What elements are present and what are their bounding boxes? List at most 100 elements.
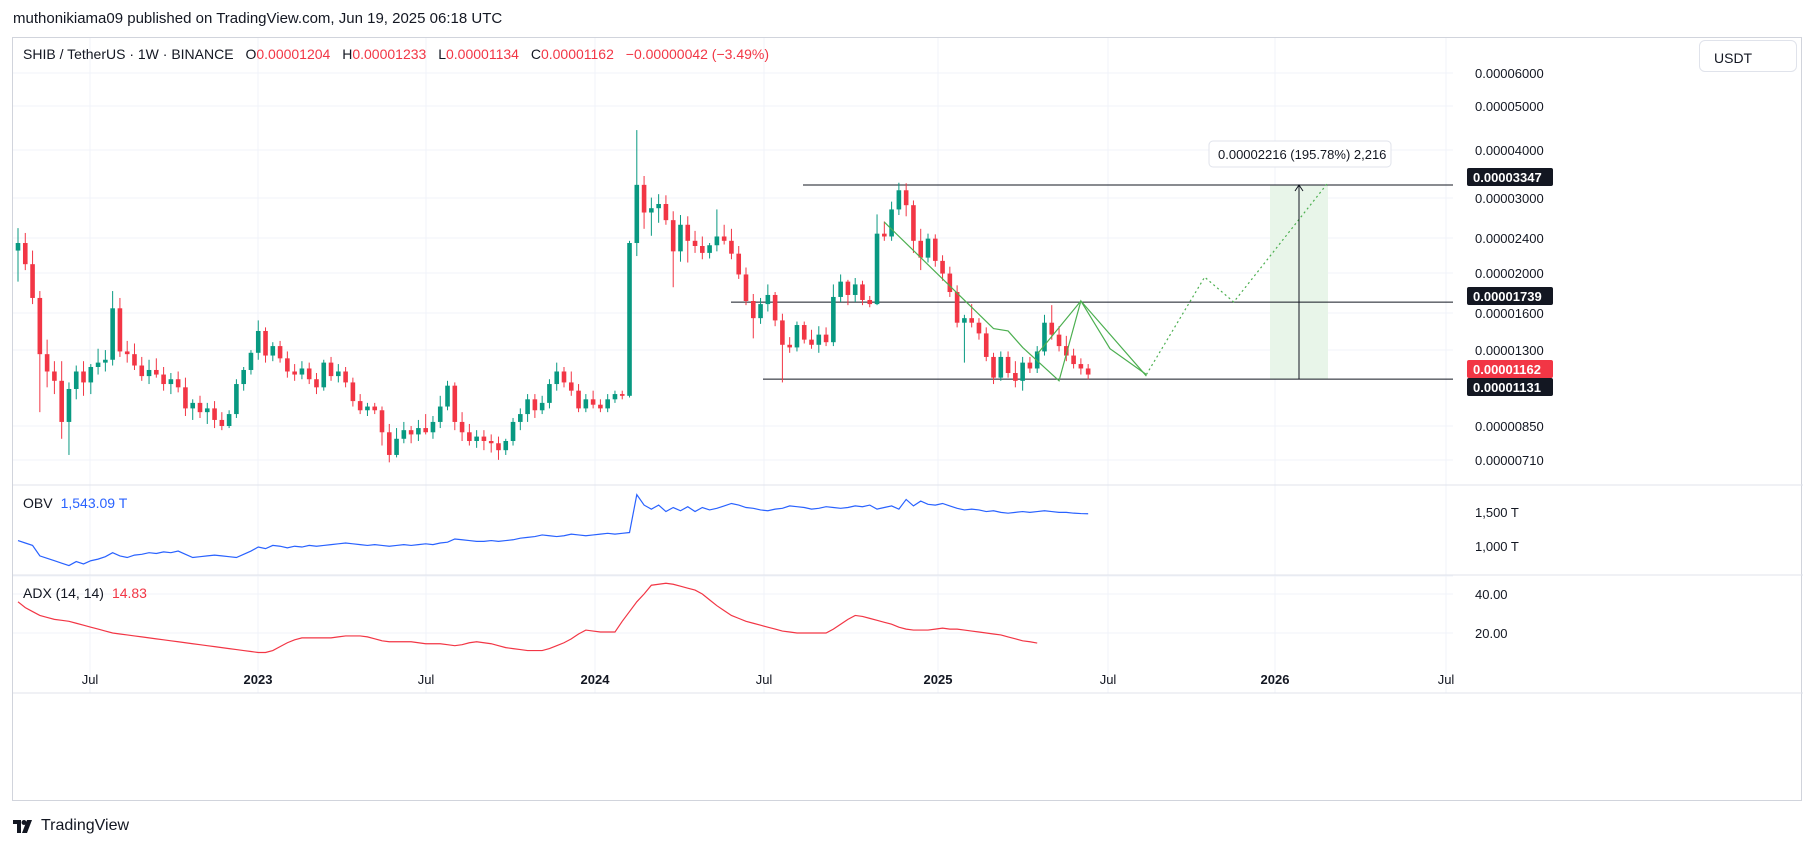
candle-body [736, 253, 742, 275]
candle-body [612, 394, 618, 400]
price-label: 0.00001162 [1473, 362, 1541, 377]
adx-layer [17, 582, 1038, 654]
candle-body [860, 284, 865, 300]
candle-body [379, 410, 385, 433]
candle-body [408, 430, 414, 435]
adx-value: 14.83 [111, 585, 147, 601]
chart-svg[interactable]: 0.00002216 (195.78%) 2,216 0.000060000.0… [13, 38, 1803, 802]
price-tick-label: 0.00001300 [1475, 343, 1544, 358]
candle-body [619, 394, 625, 396]
candle-body [44, 354, 50, 372]
candle-body [467, 432, 472, 442]
publish-line: muthonikiama09 published on TradingView.… [13, 10, 503, 27]
price-tick-label: 0.00004000 [1475, 143, 1544, 158]
candle-body [15, 243, 21, 251]
open-label: O [245, 46, 257, 62]
footer-brand: TradingView [41, 817, 130, 834]
candle-body [576, 390, 581, 409]
price-label: 0.00001739 [1473, 289, 1542, 304]
candle-body [903, 190, 909, 206]
change-value: −0.00000042 (−3.49%) [625, 46, 770, 62]
candle-body [459, 421, 465, 433]
obv-name: OBV [23, 495, 53, 511]
candle-body [510, 421, 516, 442]
candle-body [627, 243, 632, 396]
currency-button[interactable]: USDT [1699, 40, 1797, 72]
candle-body [911, 205, 916, 241]
candle-body [823, 334, 829, 343]
candle-body [925, 238, 931, 258]
candle-body [831, 296, 836, 343]
candle-body [889, 209, 894, 237]
candle-body [663, 203, 669, 221]
candle-body [139, 365, 145, 377]
candle-body [1085, 368, 1091, 375]
time-tick-label: Jul [418, 672, 435, 687]
obv-tick-label: 1,000 T [1475, 539, 1519, 554]
candle-body [66, 388, 72, 422]
obv-legend[interactable]: OBV 1,543.09 T [23, 495, 127, 511]
candle-body [787, 344, 792, 348]
candle-body [474, 436, 479, 442]
price-label-box [1467, 360, 1553, 378]
candle-body [605, 399, 610, 409]
price-label-box [1467, 378, 1553, 396]
candle-body [983, 333, 989, 357]
candle-body [1034, 351, 1040, 369]
candle-body [867, 299, 873, 305]
candle-body [969, 318, 974, 323]
price-tick-label: 0.00001600 [1475, 306, 1544, 321]
candle-body [372, 406, 378, 411]
candle-body [263, 330, 268, 356]
ohlc-legend: SHIB / TetherUS · 1W · BINANCE O0.000012… [23, 46, 769, 62]
candle-body [386, 432, 392, 455]
price-tick-label: 0.00002400 [1475, 231, 1544, 246]
candle-body [991, 356, 996, 378]
candle-body [394, 438, 399, 455]
axis-layer: 0.00006000 0.00005000 0.00004000 0.00003000… [82, 66, 1553, 687]
candle-body [649, 208, 654, 213]
candle-body [721, 236, 727, 241]
candle-body [998, 356, 1004, 378]
candle-body [437, 406, 443, 422]
candle-body [168, 379, 174, 385]
candle-body [503, 441, 509, 451]
tradingview-logo-icon [13, 819, 32, 833]
candle-body [154, 369, 159, 375]
candle-body [750, 300, 756, 319]
candle-body [568, 382, 574, 391]
candle-body [306, 368, 312, 380]
candle-body [714, 236, 720, 246]
candle-body [197, 402, 203, 413]
candle-body [896, 190, 902, 210]
adx-legend[interactable]: ADX (14, 14) 14.83 [23, 585, 147, 601]
chart-frame[interactable]: 0.00002216 (195.78%) 2,216 0.00006000 0.0… [12, 37, 1803, 802]
price-tick-label: 0.00005000 [1475, 99, 1544, 114]
candle-body [1020, 362, 1025, 381]
time-tick-label: 2024 [581, 672, 611, 687]
candle-body [816, 334, 822, 345]
candle-body [52, 371, 57, 381]
candle-body [838, 281, 843, 297]
candle-body [525, 399, 530, 415]
candle-body [583, 399, 589, 409]
candle-body [285, 358, 290, 372]
candle-body [1056, 334, 1062, 347]
candle-body [940, 260, 945, 274]
tradingview-footer[interactable]: TradingView [13, 817, 129, 835]
candle-body [1042, 322, 1047, 352]
candle-body [874, 233, 880, 305]
candle-body [350, 382, 356, 402]
candle-body [103, 359, 108, 363]
candle-body [598, 404, 603, 409]
candle-body [357, 401, 363, 411]
pattern-line [883, 221, 1147, 382]
adx-tick-label: 20.00 [1475, 626, 1508, 641]
candle-body [241, 369, 246, 385]
candle-body [678, 224, 683, 252]
candle-body [110, 308, 115, 360]
symbol-label[interactable]: SHIB / TetherUS · 1W · BINANCE [23, 46, 234, 62]
candle-body [932, 238, 938, 261]
candle-body [518, 414, 523, 422]
candle-body [481, 436, 487, 442]
